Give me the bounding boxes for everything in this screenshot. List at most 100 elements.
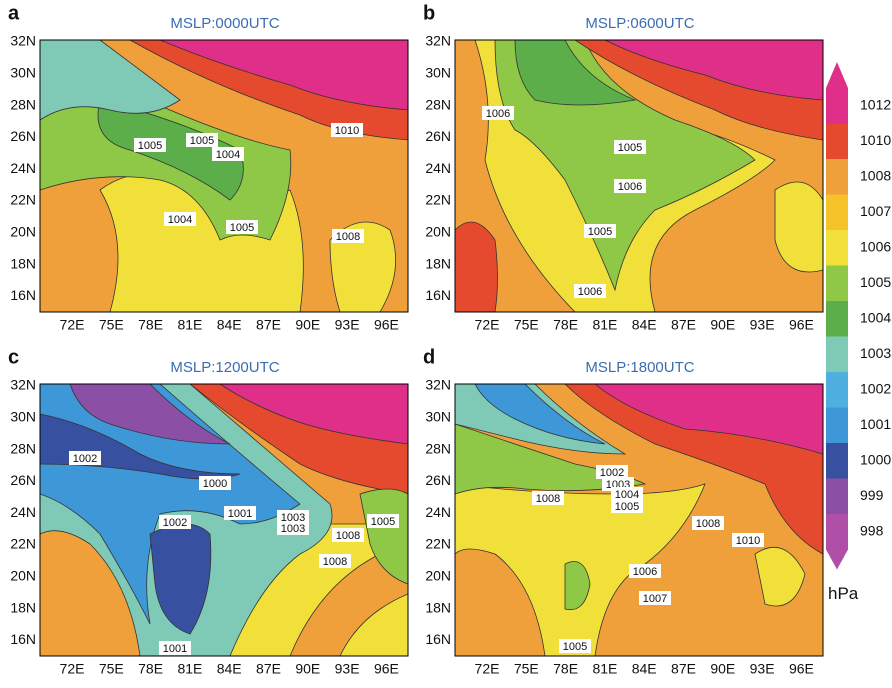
- lat-tick-label: 28N: [425, 96, 451, 112]
- lon-tick-label: 96E: [374, 661, 399, 677]
- lat-tick-label: 30N: [425, 409, 451, 425]
- lon-tick-label: 96E: [374, 317, 399, 333]
- contour-label-box: [559, 639, 591, 653]
- contour-label-box: [159, 515, 191, 529]
- lon-tick-label: 72E: [475, 317, 500, 333]
- lon-tick-label: 84E: [632, 661, 657, 677]
- colorbar-label: 1008: [860, 167, 891, 183]
- colorbar-swatch: [826, 301, 848, 337]
- pressure-region: [40, 40, 181, 121]
- colorbar-label: 1007: [860, 203, 891, 219]
- contour-label: 1005: [138, 140, 162, 152]
- pressure-region: [159, 40, 408, 111]
- lat-tick-label: 20N: [10, 568, 36, 584]
- contour-label: 1010: [736, 535, 760, 547]
- contour-label: 1003: [281, 512, 305, 524]
- contour-label-box: [332, 528, 364, 542]
- contour-label-box: [319, 554, 351, 568]
- lon-tick-label: 75E: [99, 661, 124, 677]
- colorbar-swatch: [826, 88, 848, 124]
- lon-tick-label: 90E: [710, 317, 735, 333]
- pressure-region: [474, 384, 606, 445]
- colorbar-swatch: [826, 514, 848, 550]
- contour-label: 1005: [618, 142, 642, 154]
- contour-label: 1000: [203, 478, 227, 490]
- pressure-region: [329, 221, 396, 312]
- contour-label-box: [732, 533, 764, 547]
- contour-label-box: [532, 491, 564, 505]
- contour-label: 1005: [190, 135, 214, 147]
- contour-label-box: [277, 510, 309, 524]
- lat-tick-label: 22N: [10, 192, 36, 208]
- lon-tick-label: 93E: [750, 661, 775, 677]
- lon-tick-label: 84E: [217, 317, 242, 333]
- pressure-region: [604, 40, 823, 101]
- lon-tick-label: 78E: [138, 661, 163, 677]
- lat-tick-label: 30N: [425, 65, 451, 81]
- contour-label: 1005: [230, 222, 254, 234]
- colorbar-swatch: [826, 159, 848, 195]
- contour-field: [455, 384, 823, 656]
- panel-title: MSLP:1800UTC: [585, 359, 694, 376]
- colorbar-unit: hPa: [828, 584, 859, 603]
- lon-tick-label: 81E: [592, 317, 617, 333]
- contour-label: 1003: [281, 523, 305, 535]
- contour-label-box: [611, 499, 643, 513]
- lat-tick-label: 16N: [425, 287, 451, 303]
- pressure-region: [455, 221, 498, 312]
- contour-label: 1002: [73, 453, 97, 465]
- colorbar-label: 1010: [860, 132, 891, 148]
- contour-label: 1001: [228, 508, 252, 520]
- panel-title: MSLP:0600UTC: [585, 15, 694, 32]
- contour-label: 1006: [618, 181, 642, 193]
- colorbar-swatch: [826, 230, 848, 266]
- colorbar-label: 1003: [860, 345, 891, 361]
- contour-label: 1010: [335, 125, 359, 137]
- contour-label: 1006: [578, 286, 602, 298]
- contour-label-box: [164, 212, 196, 226]
- contour-label-box: [611, 487, 643, 501]
- lon-tick-label: 75E: [99, 317, 124, 333]
- lon-tick-label: 81E: [177, 317, 202, 333]
- lon-tick-label: 78E: [553, 661, 578, 677]
- colorbar-swatch: [826, 336, 848, 373]
- lon-tick-label: 81E: [177, 661, 202, 677]
- contour-label: 1005: [615, 501, 639, 513]
- lon-tick-label: 93E: [750, 317, 775, 333]
- panel-frame: [39, 39, 409, 313]
- colorbar-arrow-top: [826, 62, 848, 88]
- colorbar-swatch: [826, 123, 848, 160]
- colorbar-label: 998: [860, 522, 884, 538]
- contour-label-box: [224, 506, 256, 520]
- pressure-region: [97, 99, 244, 201]
- lat-tick-label: 26N: [10, 472, 36, 488]
- contour-label-box: [639, 591, 671, 605]
- pressure-region: [69, 384, 231, 445]
- contour-label: 1008: [336, 231, 360, 243]
- lon-tick-label: 84E: [632, 317, 657, 333]
- contour-label: 1008: [336, 530, 360, 542]
- lat-tick-label: 22N: [425, 192, 451, 208]
- contour-label: 1005: [563, 641, 587, 653]
- contour-label-box: [614, 140, 646, 154]
- contour-label-box: [159, 641, 191, 655]
- contour-label-box: [482, 106, 514, 120]
- panel-letter: a: [8, 2, 20, 24]
- panel-title: MSLP:1200UTC: [170, 359, 279, 376]
- contour-label: 1008: [323, 556, 347, 568]
- lon-tick-label: 87E: [256, 661, 281, 677]
- pressure-region: [359, 488, 408, 585]
- lat-tick-label: 24N: [10, 504, 36, 520]
- pressure-region: [594, 384, 823, 455]
- lat-tick-label: 18N: [425, 255, 451, 271]
- lat-tick-label: 16N: [10, 631, 36, 647]
- lon-tick-label: 87E: [256, 317, 281, 333]
- lat-tick-label: 30N: [10, 409, 36, 425]
- contour-label: 1002: [600, 467, 624, 479]
- contour-label-box: [332, 229, 364, 243]
- colorbar-label: 999: [860, 487, 884, 503]
- lat-tick-label: 26N: [425, 472, 451, 488]
- lon-tick-label: 72E: [60, 661, 85, 677]
- pressure-region: [754, 546, 806, 607]
- lat-tick-label: 30N: [10, 65, 36, 81]
